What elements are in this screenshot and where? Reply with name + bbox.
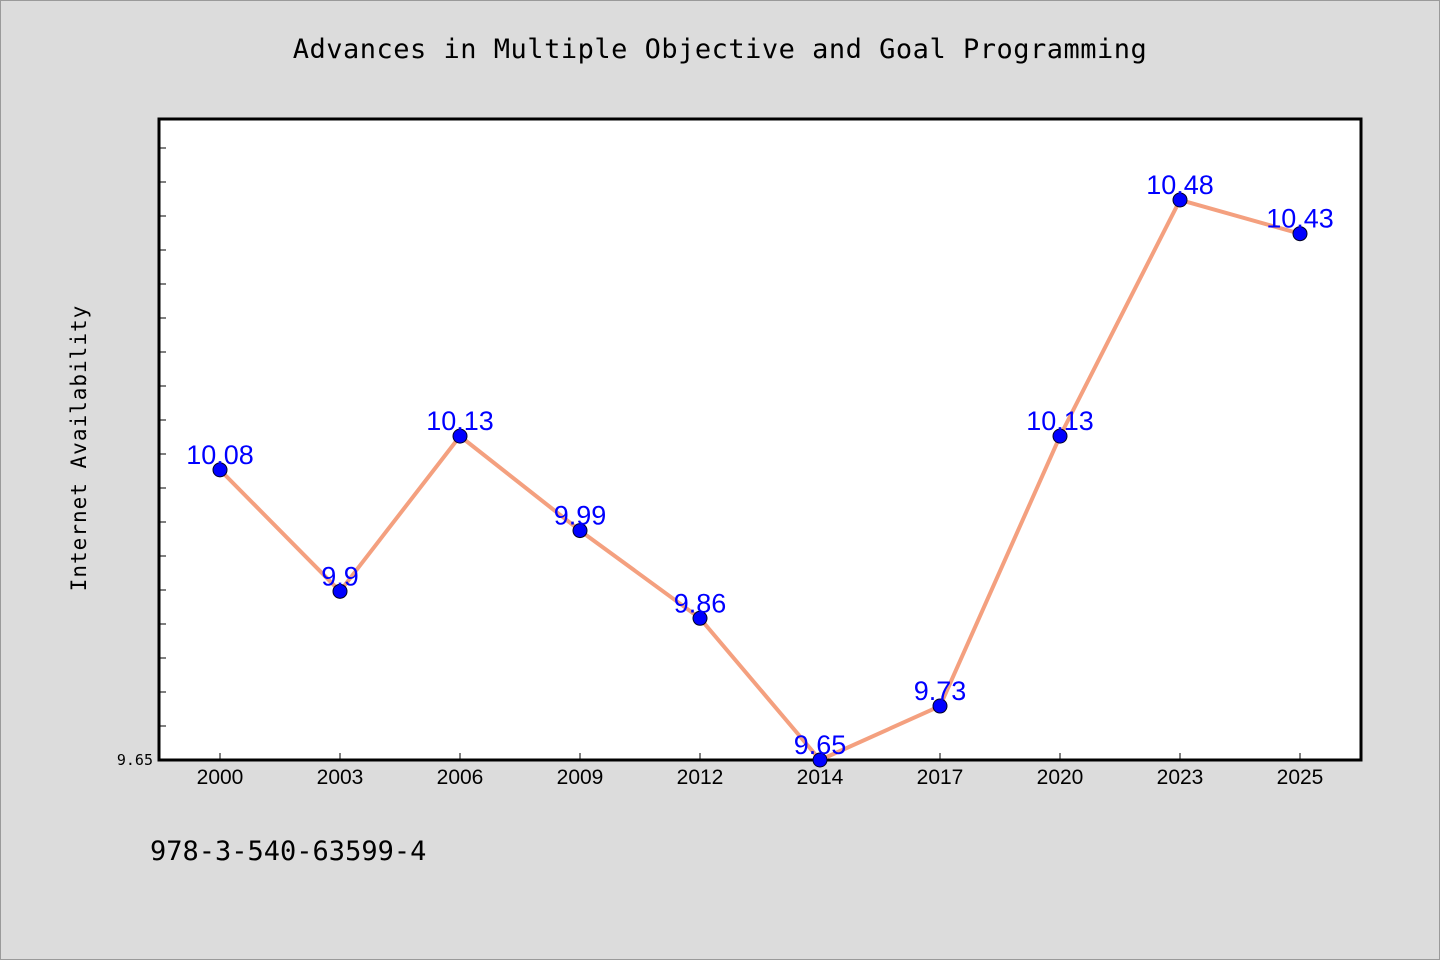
data-point: [1172, 192, 1188, 208]
data-markers: [212, 192, 1308, 768]
x-tick-label: 2009: [557, 766, 604, 789]
x-tick-label: 2012: [677, 766, 724, 789]
data-label: 10.48: [1146, 170, 1214, 200]
x-tick-label: 2000: [197, 766, 244, 789]
data-labels: 10.08 9.9 10.13 9.99 9.86 9.65 9.73 10.13 10.48 1…: [186, 170, 1334, 760]
data-label: 9.86: [674, 588, 727, 618]
data-point: [692, 610, 708, 626]
data-point: [932, 698, 948, 714]
data-label: 10.08: [186, 440, 254, 470]
x-tick-label: 2023: [1157, 766, 1204, 789]
isbn-footnote: 978-3-540-63599-4: [150, 836, 427, 867]
series-lines: [218, 197, 1301, 762]
plot-area: [157, 117, 1363, 762]
data-point: [1292, 226, 1308, 242]
x-tick-label: 2014: [797, 766, 844, 789]
data-label: 10.13: [1026, 406, 1094, 436]
data-point: [332, 583, 348, 599]
x-axis-ticks: 2000 2003 2006 2009 2012 2014 2017 2020 2023 2025: [197, 753, 1324, 789]
x-tick-label: 2017: [917, 766, 964, 789]
y-tick-label: 9.65: [117, 751, 153, 769]
data-label: 9.9: [321, 561, 359, 591]
x-tick-label: 2025: [1277, 766, 1324, 789]
series-line: [218, 197, 1301, 762]
y-axis-ticks: 9.65: [117, 751, 153, 769]
data-label: 10.13: [426, 406, 494, 436]
data-point: [212, 462, 228, 478]
x-tick-label: 2003: [317, 766, 364, 789]
data-point: [1052, 428, 1068, 444]
x-tick-label: 2020: [1037, 766, 1084, 789]
data-point: [812, 752, 828, 768]
y-minor-ticks: [159, 147, 166, 727]
data-label: 9.65: [794, 730, 847, 760]
data-label: 10.43: [1266, 204, 1334, 234]
data-point: [452, 428, 468, 444]
chart-title: Advances in Multiple Objective and Goal …: [292, 34, 1148, 65]
x-tick-label: 2006: [437, 766, 484, 789]
data-point: [572, 523, 588, 539]
data-label: 9.99: [554, 501, 607, 531]
data-label: 9.73: [914, 676, 967, 706]
